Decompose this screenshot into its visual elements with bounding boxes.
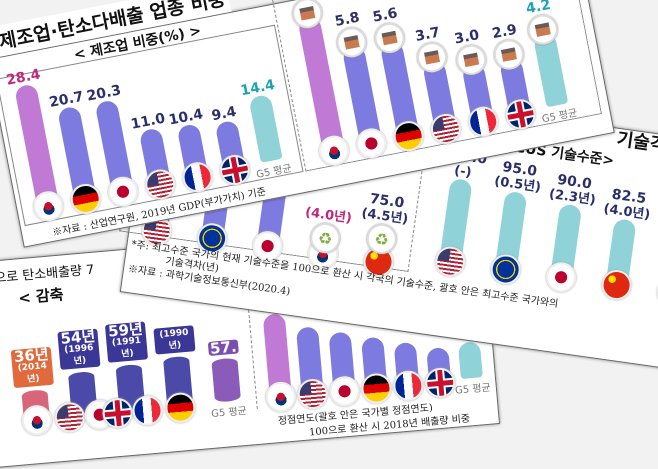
carbon-chart: 8.45.85.63.73.02.94.2G5 평균 (284, 0, 577, 169)
flag-row (356, 138, 389, 161)
recycle-glyph: ♻ (317, 228, 334, 249)
bar-column-de (357, 336, 393, 404)
g5-average-label: G5 평균 (210, 402, 247, 420)
flag-row (145, 179, 178, 202)
flag-row (425, 379, 456, 400)
year-bubble: 57. (207, 339, 239, 356)
bar-column-cn: 82.5(4.0년) (593, 187, 652, 303)
g5-average-label: G5 평균 (454, 379, 491, 397)
factory-glyph (463, 53, 479, 67)
flag-row (22, 416, 53, 437)
year-bubble: (1990년) (153, 325, 195, 354)
flag-row (431, 123, 464, 146)
bar (248, 94, 282, 163)
bar-column-jp (325, 331, 361, 407)
flag-row (70, 193, 103, 216)
flag-row (102, 406, 163, 429)
factory-glyph (299, 6, 315, 20)
flag-row (505, 109, 538, 132)
bar (458, 341, 483, 379)
bubble-value: 57. (210, 341, 238, 355)
bar-column-kr: 36년(2014년) (11, 347, 58, 437)
flag-row (33, 200, 66, 223)
bar-column-jp: 90.0(2.3년) (537, 172, 597, 295)
year-bubble: 54년(1996년) (57, 329, 100, 370)
bar-column-fr (390, 342, 425, 402)
flag-row (468, 116, 501, 139)
bar-column-eu: 95.0(0.5년) (482, 159, 543, 287)
de-flag-icon (360, 372, 393, 405)
bar-column-g5-평균: 57. G5 평균 (203, 339, 250, 420)
bar-column-uk-fr: 59년(1991년) (105, 321, 154, 428)
bubble-year: (1991년) (108, 335, 146, 362)
bar-column-us-jp: 54년(1996년) (57, 329, 106, 433)
factory-glyph (382, 31, 398, 45)
bar-column-g5-평균: G5 평균 (454, 341, 489, 396)
us-flag-icon (296, 378, 329, 411)
flag-row (544, 272, 576, 294)
g5-average-label: G5 평균 (255, 159, 293, 181)
flag-row (433, 257, 465, 279)
bar (211, 358, 241, 403)
flag-row (165, 403, 196, 424)
jp-flag-icon (328, 375, 361, 408)
flag-row (220, 164, 253, 187)
bar-column-uk (422, 347, 456, 399)
gap-label: (-) (453, 163, 472, 180)
bubble-year: (1990년) (155, 326, 193, 353)
flag-row (319, 145, 352, 168)
year-bubble: 36년(2014년) (11, 347, 54, 388)
factory-glyph (535, 22, 551, 36)
side-text: 으로 탄소배출량 7 (0, 259, 95, 287)
year-bubble: 59년(1991년) (105, 321, 148, 362)
bar-column-de: (1990년) (153, 325, 201, 424)
flag-row (489, 264, 521, 286)
flag-row (600, 280, 632, 302)
g5-average-label: G5 평균 (540, 104, 578, 126)
fr-flag-icon (392, 369, 425, 402)
bubble-year: (1996년) (60, 342, 98, 369)
factory-glyph (344, 35, 360, 49)
factory-glyph (501, 47, 517, 61)
flag-row (393, 130, 426, 153)
recycle-glyph: ♻ (373, 229, 390, 250)
uk-flag-icon (424, 367, 457, 400)
kr-flag-icon (265, 381, 298, 414)
bubble-year: (2014년) (14, 360, 52, 387)
bar-column-us (292, 326, 329, 410)
flag-row (182, 171, 215, 194)
flag-row (108, 186, 141, 209)
factory-glyph (424, 50, 440, 64)
